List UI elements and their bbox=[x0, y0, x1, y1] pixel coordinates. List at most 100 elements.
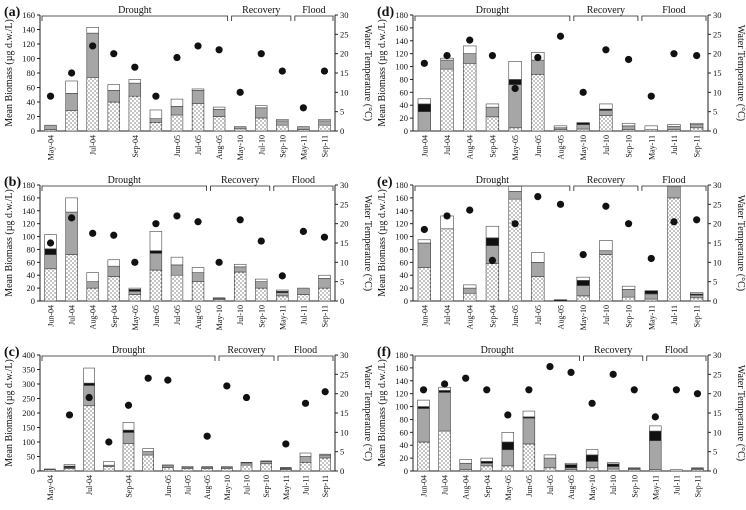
bar-segment-dots-Aug-04 bbox=[86, 287, 99, 302]
y2-tick-label: 20 bbox=[340, 219, 349, 229]
bar-segment-white-Sep-10 bbox=[621, 122, 636, 127]
temperature-point-Sep-04 bbox=[483, 386, 491, 394]
y2-tick-label: 20 bbox=[713, 219, 722, 229]
bar-segment-gray-Sep-11 bbox=[319, 454, 331, 459]
x-tick-label: Jul-11 bbox=[670, 135, 679, 155]
bar-segment-dots-Sep-11 bbox=[318, 287, 331, 302]
temperature-point-Sep-04 bbox=[488, 52, 497, 60]
x-tick-label: Jul-10 bbox=[609, 475, 618, 495]
bar-segment-white-Jul-04 bbox=[83, 367, 95, 384]
y2-tick-label: 30 bbox=[713, 180, 722, 190]
y-tick-label: 100 bbox=[395, 402, 408, 412]
temperature-point-Jul-10 bbox=[236, 216, 244, 224]
x-tick-label: Jul-05 bbox=[173, 305, 182, 325]
bar-segment-gray-Sep-04 bbox=[480, 462, 493, 467]
bar-segment-white-Sep-04 bbox=[122, 421, 135, 431]
x-tick-label: Jul-05 bbox=[534, 305, 543, 325]
y2-tick-label: 5 bbox=[713, 447, 717, 457]
bar-segment-white-May-05 bbox=[501, 432, 515, 443]
y-tick-label: 100 bbox=[22, 232, 35, 242]
period-bracket-flood bbox=[277, 355, 334, 361]
x-tick-label: Jul-05 bbox=[546, 475, 555, 495]
y2-axis-title: Water Temperature (°C) bbox=[362, 25, 373, 121]
y-tick-label: 80 bbox=[27, 244, 36, 254]
bar-segment-white-Jul-10 bbox=[599, 103, 613, 110]
temperature-point-May-10 bbox=[236, 88, 244, 96]
y2-axis-title: Water Temperature (°C) bbox=[735, 365, 746, 461]
bar-segment-dots-Jun-05 bbox=[508, 198, 522, 302]
bar-segment-white-Sep-10 bbox=[621, 285, 636, 290]
x-tick-label: Jun-05 bbox=[534, 135, 543, 157]
bar-segment-white-Aug-04 bbox=[103, 461, 115, 466]
bar-segment-gray-Aug-04 bbox=[463, 53, 477, 64]
x-tick-label: Jul-10 bbox=[602, 135, 611, 155]
bar-segment-dots-May-05 bbox=[149, 122, 163, 132]
temperature-point-Sep-04 bbox=[488, 256, 497, 264]
bar-segment-dots-Jun-05 bbox=[162, 467, 174, 472]
y-tick-label: 0 bbox=[31, 296, 35, 306]
bar-segment-dots-Jun-05 bbox=[531, 73, 545, 132]
bar-segment-dots-Jul-05 bbox=[543, 467, 557, 472]
y-tick-label: 160 bbox=[22, 10, 35, 20]
bar-segment-black-May-11 bbox=[280, 467, 292, 469]
bar-segment-gray-Sep-04 bbox=[485, 106, 500, 118]
period-label-recovery: Recovery bbox=[587, 5, 625, 16]
period-bracket-recovery bbox=[231, 15, 292, 21]
bar-segment-dots-Jul-11 bbox=[667, 197, 681, 302]
y-tick-label: 120 bbox=[22, 39, 35, 49]
y2-tick-label: 10 bbox=[340, 257, 349, 267]
temperature-point-Jun-05 bbox=[525, 386, 533, 394]
y-tick-label: 200 bbox=[22, 408, 35, 418]
bar-segment-white-May-05 bbox=[508, 61, 522, 80]
bar-segment-black-Aug-05 bbox=[553, 299, 568, 302]
x-tick-label: Sep-10 bbox=[262, 475, 271, 498]
bar-segment-white-Sep-10 bbox=[628, 467, 641, 469]
y-tick-label: 20 bbox=[400, 283, 409, 293]
bar-segment-gray-Jul-10 bbox=[233, 266, 247, 273]
bar-segment-white-Jul-04 bbox=[65, 197, 78, 213]
bar-segment-dots-Jul-10 bbox=[255, 117, 268, 132]
x-tick-label: Jul-04 bbox=[68, 305, 77, 325]
bar-segment-gray-Jun-04 bbox=[417, 111, 431, 132]
x-tick-label: Sep-11 bbox=[693, 305, 702, 327]
bar-segment-dots-Jun-05 bbox=[149, 269, 163, 302]
y-tick-label: 120 bbox=[395, 219, 408, 229]
period-label-recovery: Recovery bbox=[594, 345, 632, 356]
bar-segment-gray-Jul-11 bbox=[667, 126, 681, 131]
bar-segment-white-Sep-11 bbox=[691, 467, 704, 469]
bar-segment-gray-Aug-04 bbox=[86, 281, 99, 289]
period-bracket-drought bbox=[41, 185, 207, 191]
temperature-point-Jun-05 bbox=[152, 220, 160, 228]
y2-tick-label: 20 bbox=[340, 49, 349, 59]
bar-segment-white-Jun-05 bbox=[170, 98, 184, 107]
bar-segment-black-Jul-04 bbox=[83, 382, 95, 386]
y-axis-title: Mean Biomass (µg d.w./L) bbox=[4, 19, 15, 127]
bar-segment-white-Sep-10 bbox=[276, 119, 289, 122]
bar-segment-white-Aug-04 bbox=[459, 459, 472, 464]
x-tick-label: Sep-10 bbox=[625, 135, 634, 158]
temperature-point-Sep-11 bbox=[693, 52, 701, 60]
x-tick-label: Sep-11 bbox=[320, 135, 329, 157]
bar-segment-white-Sep-04 bbox=[485, 225, 500, 239]
temperature-point-Jun-04 bbox=[420, 225, 428, 234]
y-tick-label: 120 bbox=[395, 49, 408, 59]
period-label-recovery: Recovery bbox=[587, 175, 625, 186]
temperature-point-Sep-04 bbox=[110, 231, 118, 239]
temperature-point-Sep-04 bbox=[131, 63, 139, 71]
bar-segment-white-Sep-10 bbox=[255, 278, 268, 282]
panel-label: (f) bbox=[377, 345, 391, 360]
y2-axis-title: Water Temperature (°C) bbox=[362, 365, 373, 461]
y-tick-label: 140 bbox=[395, 206, 408, 216]
bar-segment-white-Jun-04 bbox=[63, 464, 76, 467]
y-tick-label: 0 bbox=[404, 296, 408, 306]
x-tick-label: Aug-05 bbox=[203, 475, 212, 499]
x-tick-label: May-11 bbox=[299, 135, 308, 160]
bar-segment-white-Sep-11 bbox=[318, 274, 331, 279]
bar-segment-gray-Jul-11 bbox=[297, 287, 310, 295]
y2-tick-label: 20 bbox=[713, 389, 722, 399]
temperature-point-Aug-05 bbox=[194, 218, 202, 226]
x-tick-label: May-10 bbox=[223, 475, 232, 500]
y-tick-label: 40 bbox=[400, 440, 409, 450]
bar-segment-dots-Aug-04 bbox=[107, 101, 120, 132]
y-tick-label: 0 bbox=[31, 126, 35, 136]
